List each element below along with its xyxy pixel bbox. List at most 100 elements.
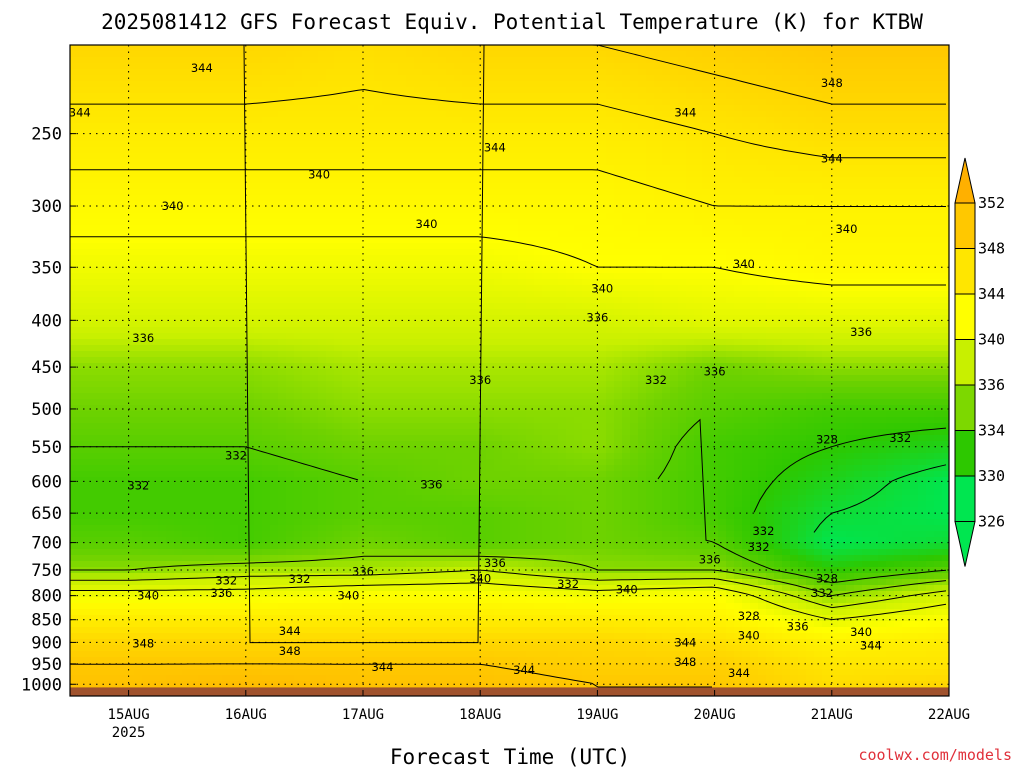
heat-cell — [654, 309, 663, 316]
heat-cell — [862, 255, 871, 262]
heat-cell — [486, 135, 495, 142]
heat-cell — [294, 261, 303, 268]
heat-cell — [918, 267, 927, 274]
heat-cell — [118, 105, 127, 112]
heat-cell — [190, 135, 199, 142]
heat-cell — [710, 165, 719, 172]
heat-cell — [86, 201, 95, 208]
heat-cell — [686, 129, 695, 136]
heat-cell — [454, 273, 463, 280]
heat-cell — [742, 45, 751, 52]
heat-cell — [790, 225, 799, 232]
heat-cell — [390, 51, 399, 58]
heat-cell — [582, 183, 591, 190]
heat-cell — [486, 87, 495, 94]
heat-cell — [70, 45, 79, 52]
heat-cell — [622, 213, 631, 220]
heat-cell — [118, 297, 127, 304]
heat-cell — [646, 237, 655, 244]
heat-cell — [598, 99, 607, 106]
heat-cell — [662, 273, 671, 280]
heat-cell — [366, 285, 375, 292]
heat-cell — [118, 261, 127, 268]
heat-cell — [662, 225, 671, 232]
heat-cell — [758, 225, 767, 232]
heat-cell — [502, 99, 511, 106]
heat-cell — [590, 291, 599, 298]
heat-cell — [142, 45, 151, 52]
heat-cell — [638, 111, 647, 118]
heat-cell — [446, 81, 455, 88]
heat-cell — [918, 261, 927, 268]
heat-cell — [798, 261, 807, 268]
heat-cell — [214, 165, 223, 172]
heat-cell — [214, 135, 223, 142]
heat-cell — [486, 63, 495, 70]
heat-cell — [454, 51, 463, 58]
heat-cell — [270, 45, 279, 52]
heat-cell — [622, 231, 631, 238]
heat-cell — [718, 159, 727, 166]
heat-cell — [702, 201, 711, 208]
heat-cell — [606, 105, 615, 112]
heat-cell — [446, 183, 455, 190]
heat-cell — [430, 153, 439, 160]
heat-cell — [526, 117, 535, 124]
heat-cell — [238, 135, 247, 142]
heat-cell — [494, 219, 503, 226]
heat-cell — [846, 57, 855, 64]
heat-cell — [902, 201, 911, 208]
heat-cell — [438, 93, 447, 100]
heat-cell — [462, 291, 471, 298]
heat-cell — [166, 129, 175, 136]
heat-cell — [342, 159, 351, 166]
heat-cell — [270, 189, 279, 196]
heat-cell — [870, 93, 879, 100]
heat-cell — [814, 117, 823, 124]
heat-cell — [606, 309, 615, 316]
heat-cell — [470, 135, 479, 142]
heat-cell — [542, 219, 551, 226]
heat-cell — [574, 237, 583, 244]
heat-cell — [318, 105, 327, 112]
heat-cell — [582, 75, 591, 82]
heat-cell — [190, 249, 199, 256]
heat-cell — [590, 123, 599, 130]
heat-cell — [182, 279, 191, 286]
heat-cell — [854, 63, 863, 70]
heat-cell — [422, 57, 431, 64]
heat-cell — [534, 99, 543, 106]
heat-cell — [486, 189, 495, 196]
heat-cell — [526, 231, 535, 238]
heat-cell — [454, 63, 463, 70]
heat-cell — [126, 171, 135, 178]
heat-cell — [926, 117, 935, 124]
heat-cell — [310, 225, 319, 232]
heat-cell — [878, 273, 887, 280]
heat-cell — [862, 177, 871, 184]
heat-cell — [702, 141, 711, 148]
heat-cell — [390, 303, 399, 310]
heat-cell — [238, 195, 247, 202]
heat-cell — [462, 225, 471, 232]
heat-cell — [838, 51, 847, 58]
heat-cell — [102, 135, 111, 142]
heat-cell — [710, 297, 719, 304]
heat-cell — [526, 195, 535, 202]
heat-cell — [70, 57, 79, 64]
heat-cell — [174, 177, 183, 184]
heat-cell — [790, 129, 799, 136]
heat-cell — [926, 189, 935, 196]
heat-cell — [446, 219, 455, 226]
heat-cell — [270, 309, 279, 316]
heat-cell — [230, 189, 239, 196]
heat-cell — [326, 57, 335, 64]
heat-cell — [150, 273, 159, 280]
heat-cell — [870, 219, 879, 226]
heat-cell — [406, 195, 415, 202]
heat-cell — [150, 261, 159, 268]
heat-cell — [878, 105, 887, 112]
heat-cell — [934, 123, 943, 130]
heat-cell — [278, 189, 287, 196]
heat-cell — [918, 285, 927, 292]
